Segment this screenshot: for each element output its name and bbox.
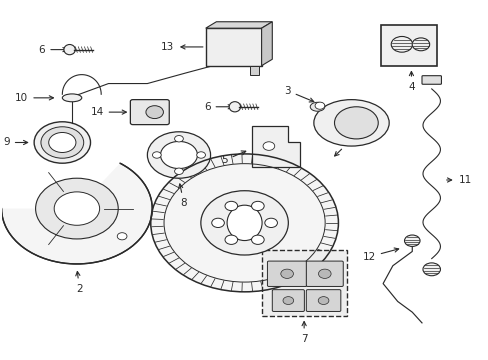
Text: 12: 12 xyxy=(362,248,398,262)
Polygon shape xyxy=(205,22,272,28)
Circle shape xyxy=(1,153,152,264)
Text: 3: 3 xyxy=(284,86,313,102)
Circle shape xyxy=(251,201,264,211)
Text: 8: 8 xyxy=(178,184,187,208)
Bar xyxy=(261,249,346,316)
Circle shape xyxy=(283,297,293,305)
Text: 6: 6 xyxy=(39,45,67,55)
Ellipse shape xyxy=(229,102,240,112)
Ellipse shape xyxy=(226,205,262,240)
FancyBboxPatch shape xyxy=(267,261,306,287)
Circle shape xyxy=(54,192,100,225)
Text: 7: 7 xyxy=(300,321,307,343)
Circle shape xyxy=(152,152,161,158)
Ellipse shape xyxy=(64,45,75,55)
Circle shape xyxy=(147,132,210,178)
Text: 6: 6 xyxy=(203,102,232,112)
Text: 1: 1 xyxy=(334,136,352,156)
FancyBboxPatch shape xyxy=(305,261,343,287)
Ellipse shape xyxy=(62,94,81,102)
Circle shape xyxy=(160,141,197,168)
Circle shape xyxy=(411,38,429,51)
Circle shape xyxy=(318,269,330,278)
Text: 5: 5 xyxy=(221,151,245,165)
FancyBboxPatch shape xyxy=(305,290,340,311)
Circle shape xyxy=(264,218,277,228)
Circle shape xyxy=(34,122,90,163)
Polygon shape xyxy=(261,22,272,66)
Circle shape xyxy=(49,132,76,153)
FancyBboxPatch shape xyxy=(421,76,441,84)
Circle shape xyxy=(196,152,205,158)
Polygon shape xyxy=(251,126,300,167)
Circle shape xyxy=(211,218,224,228)
Circle shape xyxy=(149,153,339,293)
Circle shape xyxy=(280,269,293,278)
Circle shape xyxy=(404,235,419,247)
Bar xyxy=(380,24,436,66)
Circle shape xyxy=(41,127,83,158)
FancyBboxPatch shape xyxy=(130,100,169,125)
Text: 11: 11 xyxy=(446,175,471,185)
Wedge shape xyxy=(0,150,122,208)
Circle shape xyxy=(36,178,118,239)
Text: 14: 14 xyxy=(90,107,126,117)
Circle shape xyxy=(201,191,288,255)
Circle shape xyxy=(145,106,163,118)
Text: 9: 9 xyxy=(3,138,28,148)
Circle shape xyxy=(174,135,183,142)
Circle shape xyxy=(117,233,127,240)
Text: 13: 13 xyxy=(161,42,203,52)
Circle shape xyxy=(422,263,440,276)
Text: 4: 4 xyxy=(407,72,414,92)
Circle shape xyxy=(318,297,328,305)
Bar xyxy=(250,66,259,75)
Ellipse shape xyxy=(309,102,324,111)
Circle shape xyxy=(174,168,183,175)
Text: 2: 2 xyxy=(76,271,82,294)
Circle shape xyxy=(334,107,378,139)
Bar xyxy=(205,28,261,66)
Circle shape xyxy=(224,235,237,244)
Circle shape xyxy=(263,142,274,150)
Circle shape xyxy=(224,201,237,211)
Text: 10: 10 xyxy=(15,93,53,103)
Circle shape xyxy=(390,36,412,52)
Circle shape xyxy=(251,235,264,244)
Circle shape xyxy=(314,102,324,109)
Ellipse shape xyxy=(313,100,388,146)
FancyBboxPatch shape xyxy=(272,290,304,311)
